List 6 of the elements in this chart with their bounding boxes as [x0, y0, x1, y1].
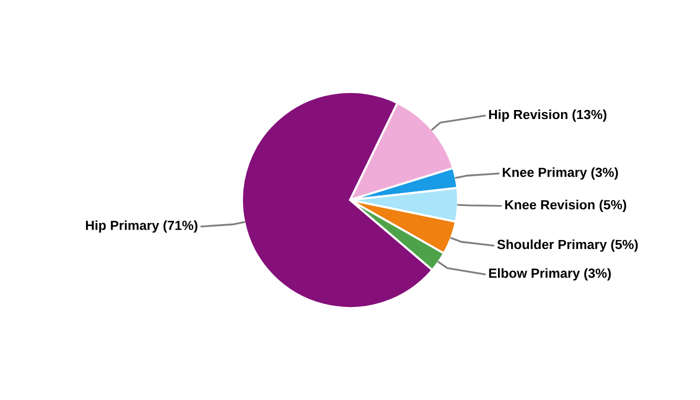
- slice-label: Shoulder Primary (5%): [497, 239, 638, 252]
- slice-label: Hip Revision (13%): [489, 109, 606, 122]
- slice-label: Knee Revision (5%): [505, 200, 626, 212]
- slice-label: Knee Primary (3%): [502, 167, 618, 180]
- slice-label: Elbow Primary (3%): [489, 268, 611, 280]
- slice-label: Hip Primary (71%): [86, 220, 198, 233]
